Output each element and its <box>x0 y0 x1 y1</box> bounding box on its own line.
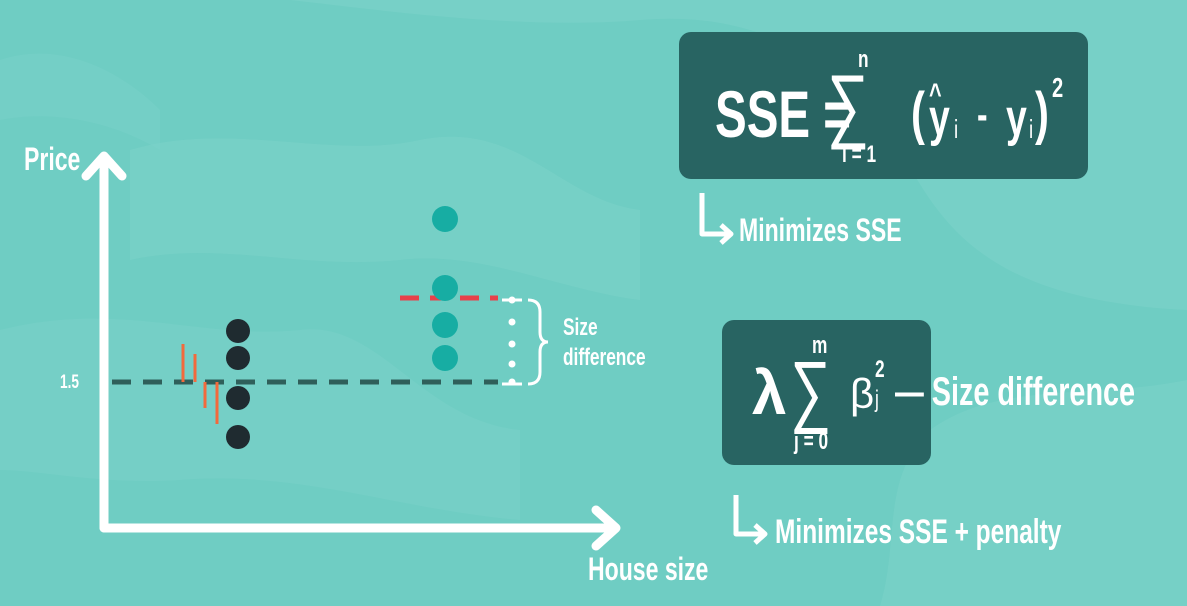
penalty-side-label: — Size difference <box>895 370 1136 414</box>
y-tick-label: 1.5 <box>60 372 80 393</box>
axes <box>81 151 621 551</box>
y-axis-label: Price <box>24 141 81 177</box>
yhat-symbol: y <box>929 89 950 147</box>
sigma-icon: ∑ <box>790 345 832 434</box>
teal-points <box>432 206 458 371</box>
sum-lower-limit: j = 0 <box>794 428 829 455</box>
residual-ticks <box>181 344 219 424</box>
data-point <box>226 319 250 343</box>
close-paren: ) <box>1035 81 1049 146</box>
size-difference-label-line2: difference <box>563 344 646 371</box>
data-point <box>432 206 458 232</box>
data-point <box>432 312 458 338</box>
yhat-subscript: i <box>954 114 959 144</box>
dark-points <box>226 319 250 449</box>
sigma-icon: ∑ <box>827 59 870 150</box>
sse-caption: Minimizes SSE <box>739 212 902 248</box>
sum-upper-limit: n <box>858 46 869 73</box>
y-axis-arrowhead <box>81 151 127 181</box>
x-axis-arrowhead <box>591 505 621 551</box>
sum-lower-limit: i = 1 <box>842 141 877 168</box>
data-point <box>226 386 250 410</box>
down-right-arrow-icon <box>699 193 734 245</box>
beta-subscript: j <box>875 386 879 413</box>
curly-brace <box>527 298 549 386</box>
sum-upper-limit: m <box>812 332 828 359</box>
x-axis-label: House size <box>588 551 709 587</box>
data-point <box>226 346 250 370</box>
size-difference-indicator <box>502 296 522 386</box>
penalty-caption: Minimizes SSE + penalty <box>775 513 1062 551</box>
beta-superscript: 2 <box>875 356 885 383</box>
data-point <box>432 275 458 301</box>
down-right-arrow-icon <box>733 495 768 545</box>
open-paren: ( <box>911 81 925 146</box>
data-point <box>226 425 250 449</box>
data-point <box>432 345 458 371</box>
lambda-symbol: λ <box>752 359 787 428</box>
power-2: 2 <box>1052 72 1064 103</box>
size-difference-label-line1: Size <box>563 314 598 341</box>
beta-symbol: β <box>850 370 875 417</box>
y-symbol: y <box>1006 89 1027 147</box>
sse-formula-box: SSE = ∑ n i = 1 ( ^ y i - y i ) 2 <box>679 32 1088 179</box>
sse-lhs: SSE = <box>715 77 852 151</box>
y-subscript: i <box>1029 114 1034 144</box>
penalty-formula-box: λ ∑ m j = 0 β 2 j <box>722 320 931 465</box>
minus-sign: - <box>977 90 988 139</box>
hat-symbol: ^ <box>929 78 942 111</box>
